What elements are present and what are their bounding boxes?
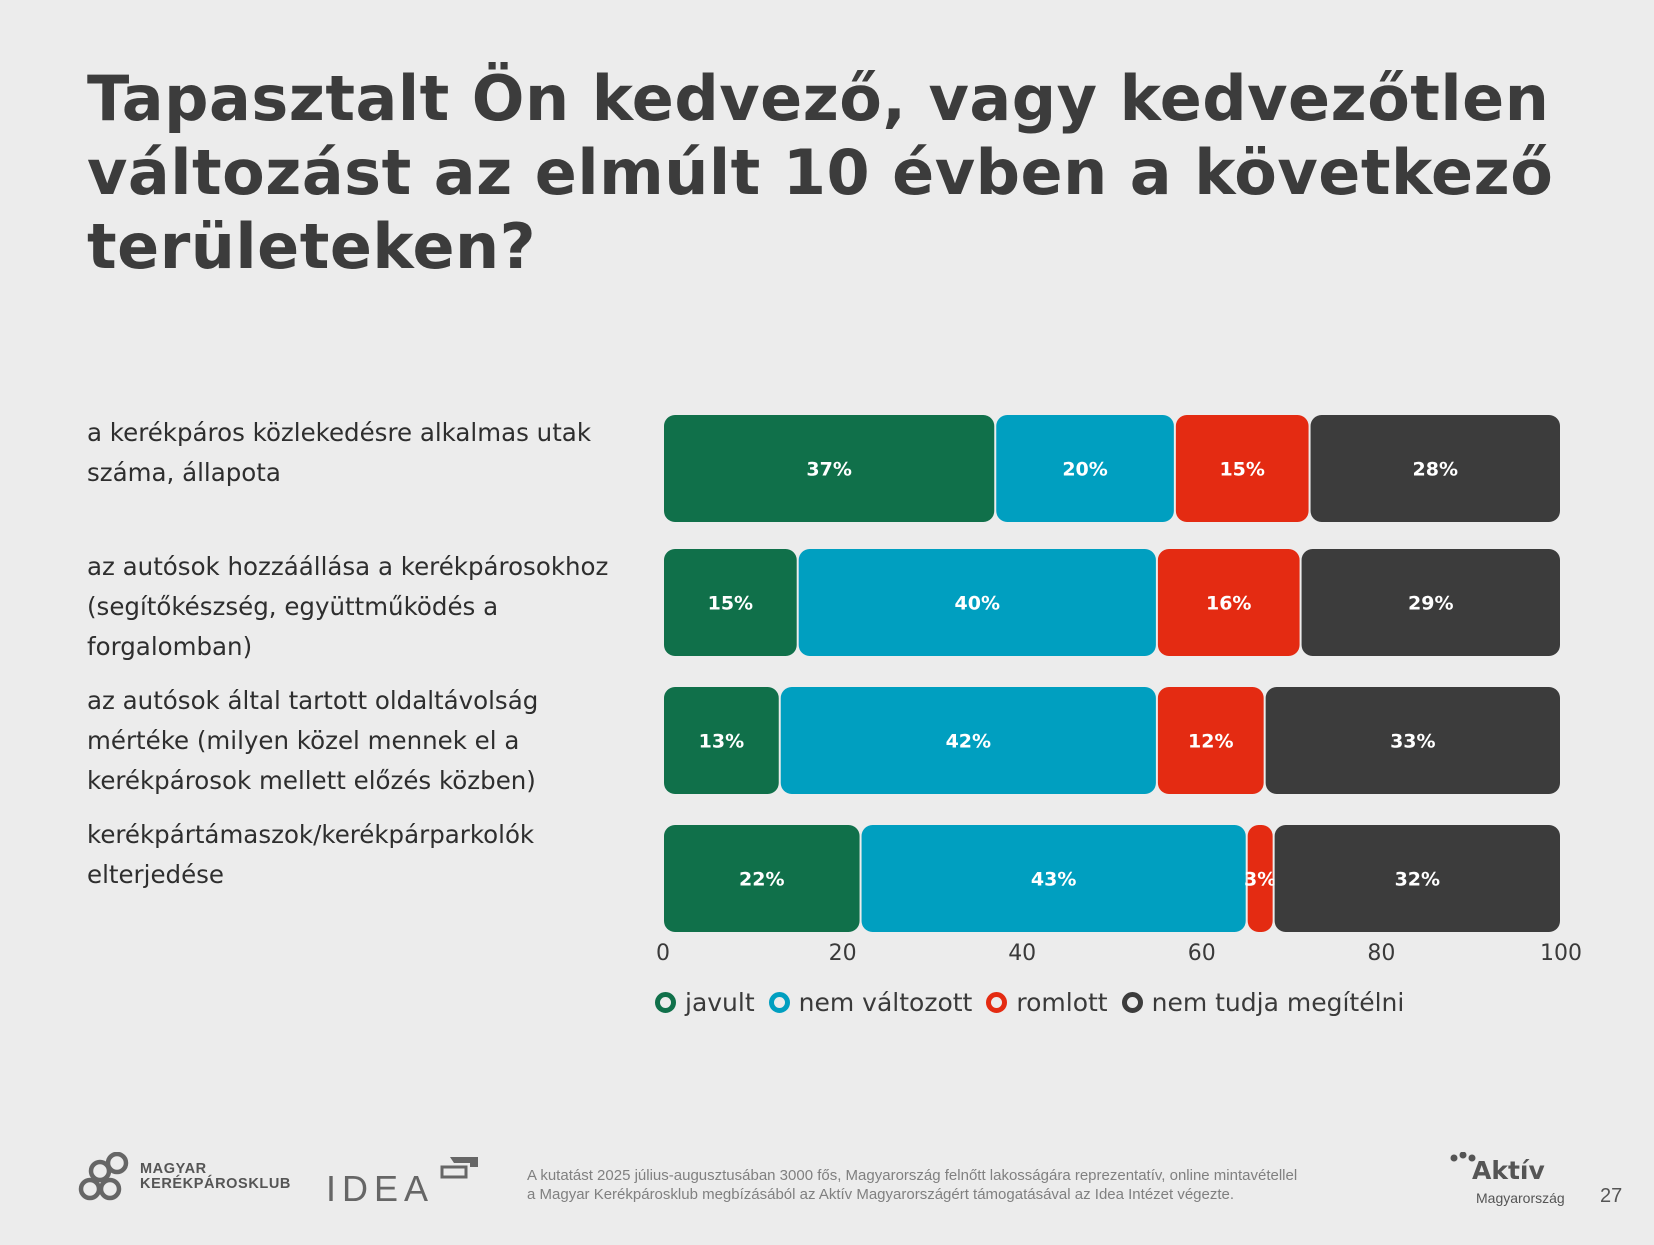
- category-label-line: kerékpártámaszok/kerékpárparkolók: [87, 820, 535, 849]
- bar-data-label: 40%: [955, 593, 1000, 615]
- bar-segment: [664, 825, 860, 932]
- bar-segment: [1247, 825, 1273, 932]
- legend-label: nem tudja megítélni: [1151, 988, 1405, 1017]
- category-label-line: a kerékpáros közlekedésre alkalmas utak: [87, 418, 592, 447]
- bar-data-label: 16%: [1206, 593, 1251, 615]
- bar-data-label: 42%: [946, 731, 991, 753]
- bar-segment: [1301, 549, 1560, 656]
- logo-text: MAGYAR KERÉKPÁROSKLUB: [140, 1162, 291, 1192]
- legend-label: romlott: [1016, 988, 1108, 1017]
- legend-label: javult: [685, 988, 755, 1017]
- category-label-3: az autósok által tartott oldaltávolság m…: [87, 681, 642, 801]
- category-label-line: forgalomban): [87, 632, 253, 661]
- bar-segment: [780, 687, 1156, 794]
- category-label-4: kerékpártámaszok/kerékpárparkolók elterj…: [87, 815, 642, 895]
- bar-data-label: 15%: [1219, 459, 1264, 481]
- x-tick-label: 40: [1008, 941, 1036, 966]
- legend-item-nem-tudja: nem tudja megítélni: [1121, 988, 1405, 1017]
- legend-item-javult: javult: [655, 988, 755, 1017]
- logo-text-line: MAGYAR: [140, 1161, 207, 1177]
- bar-data-label: 32%: [1395, 869, 1440, 891]
- bar-data-label: 37%: [806, 459, 851, 481]
- footnote: A kutatást 2025 július-augusztusában 300…: [527, 1166, 1407, 1204]
- legend-item-nem-valtozott: nem változott: [768, 988, 973, 1017]
- bar-segment: [1265, 687, 1560, 794]
- logo-sub-text: Magyarország: [1476, 1190, 1565, 1206]
- bar-segment: [664, 549, 797, 656]
- bar-data-label: 33%: [1390, 731, 1435, 753]
- category-label-line: az autósok hozzáállása a kerékpárosokhoz: [87, 552, 609, 581]
- x-tick-label: 20: [829, 941, 857, 966]
- legend-swatch: [986, 992, 1008, 1013]
- bar-segment: [798, 549, 1156, 656]
- bar-segment: [664, 687, 779, 794]
- x-tick-label: 80: [1367, 941, 1395, 966]
- page-title: Tapasztalt Ön kedvező, vagy kedvezőtlen …: [87, 62, 1567, 284]
- category-label-line: (segítőkészség, együttműködés a: [87, 592, 499, 621]
- title-line-3: területeken?: [87, 210, 537, 283]
- legend-swatch: [655, 992, 676, 1013]
- idea-logo: IDEA: [326, 1168, 435, 1209]
- stacked-bar-chart: 37% 20% 15% 28% 15% 40% 16% 29% 13% 42% 12% 33% 22% 4…: [656, 415, 1582, 966]
- bar-segment: [1175, 415, 1309, 522]
- category-label-line: mértéke (milyen közel mennek el a: [87, 726, 520, 755]
- legend-label: nem változott: [798, 988, 973, 1017]
- bar-data-label: 20%: [1062, 459, 1107, 481]
- bar-data-label: 29%: [1408, 593, 1453, 615]
- bar-data-label: 43%: [1031, 869, 1076, 891]
- category-label-line: az autósok által tartott oldaltávolság: [87, 686, 539, 715]
- bar-data-label: 12%: [1188, 731, 1233, 753]
- title-line-2: változást az elmúlt 10 évben a következő: [87, 136, 1554, 209]
- aktiv-figure-icon: [1450, 1151, 1476, 1162]
- footnote-line: A kutatást 2025 július-augusztusában 300…: [527, 1167, 1298, 1184]
- bar-segment: [1310, 415, 1560, 522]
- bar-segment: [1157, 687, 1264, 794]
- page-number: 27: [1600, 1185, 1623, 1207]
- bar-data-label: 15%: [708, 593, 753, 615]
- category-label-line: elterjedése: [87, 860, 224, 889]
- bar-segment: [664, 415, 995, 522]
- x-tick-label: 100: [1540, 941, 1582, 966]
- bar-segment: [1274, 825, 1560, 932]
- legend-swatch: [768, 992, 790, 1013]
- magyar-kerekparosklub-logo: MAGYAR KERÉKPÁROSKLUB: [78, 1152, 291, 1202]
- logo-text-line: KERÉKPÁROSKLUB: [140, 1176, 291, 1192]
- bar-data-label: 3%: [1244, 869, 1276, 891]
- idea-logo-mark-icon: [440, 1157, 478, 1179]
- bar-data-label: 22%: [739, 869, 784, 891]
- bar-data-label: 28%: [1413, 459, 1458, 481]
- legend: javult nem változott romlott nem tudja m…: [655, 988, 1418, 1017]
- logo-main-text: Aktív: [1472, 1156, 1545, 1185]
- title-line-1: Tapasztalt Ön kedvező, vagy kedvezőtlen: [87, 62, 1550, 135]
- bike-club-rings-icon: [78, 1152, 129, 1201]
- x-tick-label: 0: [656, 941, 670, 966]
- legend-item-romlott: romlott: [986, 988, 1108, 1017]
- category-label-1: a kerékpáros közlekedésre alkalmas utak …: [87, 413, 642, 493]
- bar-segment: [861, 825, 1246, 932]
- category-label-line: száma, állapota: [87, 458, 281, 487]
- legend-swatch: [1121, 992, 1143, 1013]
- x-tick-label: 60: [1188, 941, 1216, 966]
- bar-segment: [996, 415, 1174, 522]
- category-label-2: az autósok hozzáállása a kerékpárosokhoz…: [87, 547, 642, 667]
- bar-data-label: 13%: [699, 731, 744, 753]
- aktiv-magyarorszag-logo: Aktív Magyarország: [1448, 1151, 1565, 1206]
- bar-segment: [1157, 549, 1300, 656]
- category-label-line: kerékpárosok mellett előzés közben): [87, 766, 536, 795]
- footnote-line: a Magyar Kerékpárosklub megbízásából az …: [527, 1186, 1235, 1203]
